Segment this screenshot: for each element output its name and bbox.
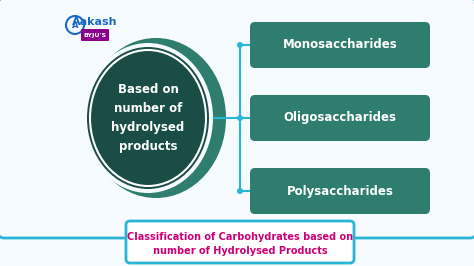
Circle shape [237,188,243,194]
Text: Based on
number of
hydrolysed
products: Based on number of hydrolysed products [111,83,185,153]
Text: Polysaccharides: Polysaccharides [287,185,393,197]
Text: A: A [72,20,78,30]
FancyBboxPatch shape [250,22,430,68]
Circle shape [237,115,243,121]
Text: number of Hydrolysed Products: number of Hydrolysed Products [153,246,328,256]
Text: Aakash: Aakash [72,17,118,27]
Text: BYJU'S: BYJU'S [83,32,107,38]
Ellipse shape [86,38,226,198]
FancyBboxPatch shape [250,168,430,214]
FancyBboxPatch shape [126,221,354,263]
Text: Monosaccharides: Monosaccharides [283,39,397,52]
Circle shape [237,42,243,48]
Ellipse shape [87,47,209,189]
FancyBboxPatch shape [81,29,109,41]
Text: Classification of Carbohydrates based on: Classification of Carbohydrates based on [127,232,353,242]
Text: Oligosaccharides: Oligosaccharides [283,111,396,124]
Ellipse shape [83,43,213,193]
FancyBboxPatch shape [0,0,474,238]
FancyBboxPatch shape [250,95,430,141]
